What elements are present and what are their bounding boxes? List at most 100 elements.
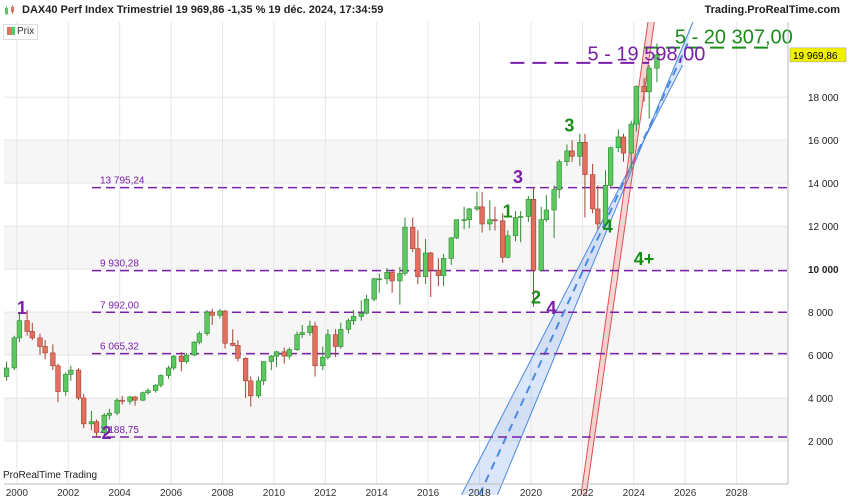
candle-body bbox=[63, 374, 69, 392]
candle-body bbox=[371, 278, 377, 300]
x-tick-label: 2018 bbox=[468, 488, 491, 499]
candle-body bbox=[307, 325, 313, 333]
wave-annotation: 5 - 19 598,00 bbox=[588, 44, 706, 66]
x-tick-label: 2020 bbox=[520, 488, 543, 499]
candle-body bbox=[453, 219, 460, 239]
candle-body bbox=[24, 320, 30, 332]
candle-body bbox=[101, 414, 107, 433]
candle-body bbox=[196, 333, 202, 343]
candle-body bbox=[29, 331, 35, 339]
x-tick-label: 2010 bbox=[263, 488, 286, 499]
candle-body bbox=[158, 375, 164, 386]
chart-header: DAX40 Perf Index Trimestriel 19 969,86 -… bbox=[0, 0, 850, 22]
candle-body bbox=[415, 248, 421, 277]
candle-body bbox=[325, 334, 331, 358]
candle-body bbox=[551, 189, 557, 211]
x-tick-label: 2004 bbox=[109, 488, 132, 499]
band bbox=[4, 226, 788, 270]
candle-body bbox=[363, 298, 370, 314]
candle-body bbox=[16, 320, 23, 339]
candlestick-chart-icon bbox=[5, 5, 14, 15]
y-tick-label: 6 000 bbox=[808, 351, 833, 362]
wave-annotation: 3 bbox=[513, 167, 523, 187]
price-swatch-icon bbox=[7, 27, 15, 35]
candle-body bbox=[93, 421, 100, 433]
x-tick-label: 2000 bbox=[6, 488, 29, 499]
candle-body bbox=[474, 206, 480, 210]
y-tick-label: 18 000 bbox=[808, 93, 839, 104]
candle-body bbox=[286, 349, 292, 357]
wave-annotation: 4+ bbox=[634, 249, 655, 269]
candle-body bbox=[75, 369, 82, 399]
candle-body bbox=[273, 351, 280, 357]
candle-body bbox=[42, 346, 48, 354]
candle-body bbox=[466, 208, 472, 220]
level-label: 2 188,75 bbox=[100, 425, 139, 436]
x-tick-label: 2026 bbox=[674, 488, 697, 499]
candle-body bbox=[461, 219, 467, 221]
y-tick-label: 4 000 bbox=[808, 394, 833, 405]
candle-body bbox=[505, 235, 511, 258]
candle-body bbox=[145, 390, 151, 393]
candle-body bbox=[397, 273, 403, 282]
candle-body bbox=[332, 334, 339, 347]
wave-annotation: 2 bbox=[102, 423, 112, 443]
candle-body bbox=[222, 310, 228, 344]
candle-body bbox=[140, 392, 146, 401]
candle-body bbox=[564, 150, 570, 162]
candle-body bbox=[440, 258, 447, 276]
candle-body bbox=[37, 337, 43, 347]
brand-label: Trading.ProRealTime.com bbox=[704, 4, 840, 16]
candle-body bbox=[345, 320, 352, 330]
candle-body bbox=[165, 367, 172, 376]
candle-body bbox=[641, 86, 647, 93]
candle-body bbox=[512, 217, 519, 237]
candle-body bbox=[153, 384, 159, 391]
candle-body bbox=[68, 369, 74, 375]
wave-annotation: 2 bbox=[531, 287, 541, 307]
candle-body bbox=[132, 396, 138, 401]
candle-body bbox=[178, 355, 184, 362]
wave-annotation: 3 bbox=[564, 116, 574, 136]
candle-body bbox=[389, 272, 395, 282]
level-label: 7 992,00 bbox=[100, 300, 139, 311]
band bbox=[4, 140, 788, 184]
candle-body bbox=[88, 421, 95, 425]
wave-annotation: 5 - 20 307,00 bbox=[675, 26, 793, 48]
candle-body bbox=[543, 209, 549, 220]
candle-body bbox=[654, 54, 660, 69]
channel-blue-upper bbox=[497, 21, 694, 495]
candle-body bbox=[106, 412, 113, 416]
candle-body bbox=[577, 142, 583, 157]
candle-body bbox=[582, 142, 588, 175]
candle-body bbox=[556, 161, 562, 190]
candle-body bbox=[487, 219, 493, 225]
candle-body bbox=[268, 355, 274, 362]
candle-body bbox=[243, 357, 249, 382]
band bbox=[4, 312, 788, 356]
candle-body bbox=[204, 311, 210, 334]
candle-body bbox=[191, 341, 197, 356]
x-tick-label: 2024 bbox=[623, 488, 646, 499]
wave-annotation: 4 bbox=[546, 298, 556, 318]
candle-body bbox=[435, 269, 442, 276]
candle-body bbox=[595, 208, 601, 225]
candle-body bbox=[615, 136, 621, 149]
candle-body bbox=[422, 252, 429, 277]
wave-annotation: 1 bbox=[503, 202, 513, 222]
footer-brand: ProRealTime Trading bbox=[3, 470, 98, 481]
candle-body bbox=[590, 174, 596, 210]
candle-body bbox=[171, 355, 177, 369]
candle-body bbox=[569, 150, 575, 157]
y-tick-label: 2 000 bbox=[808, 437, 833, 448]
candle-body bbox=[410, 226, 416, 250]
candle-body bbox=[338, 328, 344, 347]
series-legend[interactable]: Prix bbox=[3, 24, 39, 40]
candle-body bbox=[525, 198, 531, 217]
chart-title: DAX40 Perf Index Trimestriel 19 969,86 -… bbox=[22, 4, 384, 16]
wave-annotation: 4 bbox=[603, 217, 613, 237]
candle-body bbox=[646, 67, 652, 93]
x-tick-label: 2008 bbox=[211, 488, 234, 499]
candle-body bbox=[114, 399, 120, 414]
x-tick-label: 2012 bbox=[314, 488, 337, 499]
